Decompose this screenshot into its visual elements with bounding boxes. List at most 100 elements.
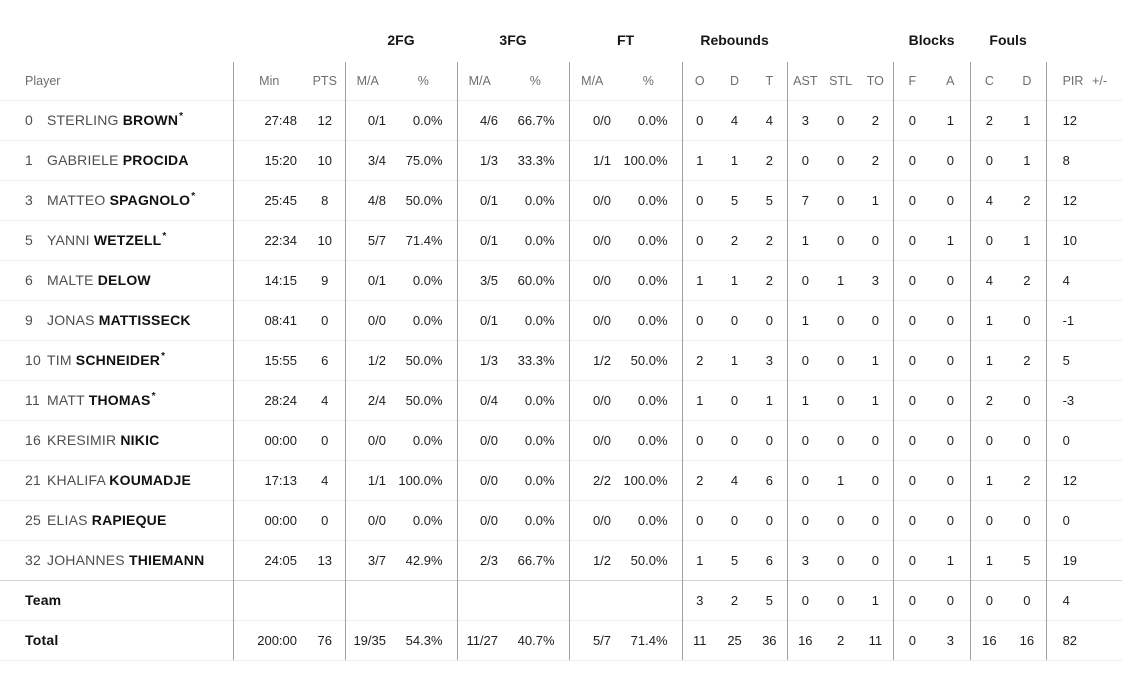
stat-2fg-pct	[390, 579, 458, 620]
stat-pir: 0	[1045, 499, 1093, 540]
col-foul-c: C	[969, 62, 1009, 100]
player-last-name: BROWN	[122, 112, 179, 128]
stat-blk-f: 0	[892, 339, 932, 380]
stat-foul-d: 2	[1008, 179, 1047, 220]
stat-ft-pct: 0.0%	[615, 99, 683, 140]
stat-blk-a: 0	[931, 139, 971, 180]
stat-plusminus	[1092, 539, 1122, 580]
stat-pts: 0	[305, 419, 345, 460]
stat-stl: 2	[823, 619, 859, 661]
stat-reb-t: 4	[752, 99, 788, 140]
stat-2fg-ma: 0/0	[344, 499, 390, 540]
stat-reb-d: 25	[717, 619, 753, 661]
stat-stl: 0	[823, 339, 859, 380]
stat-3fg-pct: 0.0%	[502, 179, 570, 220]
stat-pir: 4	[1045, 579, 1093, 620]
stat-stl: 0	[823, 499, 859, 540]
stat-blk-a: 0	[931, 339, 971, 380]
stat-2fg-ma: 0/1	[344, 99, 390, 140]
stat-plusminus	[1092, 259, 1122, 300]
table-row: 5 YANNI WETZELL* 22:34 10 5/7 71.4% 0/1 0.0% 0/0…	[0, 219, 1122, 260]
player-first-name: JONAS	[47, 312, 99, 328]
stat-3fg-pct: 66.7%	[502, 99, 570, 140]
stat-ft-ma	[568, 579, 616, 620]
stat-blk-f: 0	[892, 499, 932, 540]
group-blocks: Blocks	[908, 32, 955, 48]
stat-3fg-ma: 0/1	[456, 179, 503, 220]
stat-pts: 10	[305, 139, 345, 180]
stat-blk-f: 0	[892, 459, 932, 500]
stat-foul-c: 1	[969, 539, 1009, 580]
table-row: Team 3 2 5 0 0 1 0 0 0 0 4	[0, 579, 1122, 620]
col-2fg-pct: %	[417, 73, 429, 88]
stat-ft-ma: 5/7	[568, 619, 616, 661]
stat-stl: 0	[823, 139, 859, 180]
stat-ast: 3	[786, 539, 824, 580]
group-3fg: 3FG	[499, 32, 527, 48]
stat-reb-o: 1	[681, 379, 718, 420]
stat-2fg-pct: 75.0%	[390, 139, 458, 180]
stat-plusminus	[1092, 619, 1122, 661]
stat-ast: 16	[786, 619, 824, 661]
stat-blk-f: 0	[892, 99, 932, 140]
stat-pts: 6	[305, 339, 345, 380]
stat-stl: 0	[823, 219, 859, 260]
stat-2fg-ma	[344, 579, 390, 620]
stat-min: 22:34	[232, 219, 305, 260]
stat-to: 11	[858, 619, 894, 661]
stat-reb-o: 2	[681, 459, 718, 500]
stat-3fg-ma: 4/6	[456, 99, 503, 140]
stat-ast: 0	[786, 499, 824, 540]
stat-pts: 8	[305, 179, 345, 220]
stat-ft-pct: 100.0%	[615, 139, 683, 180]
stat-blk-a: 1	[931, 539, 971, 580]
stat-blk-f: 0	[892, 259, 932, 300]
stat-reb-d: 0	[717, 299, 753, 340]
stat-to: 3	[858, 259, 894, 300]
stat-ft-ma: 1/2	[568, 339, 616, 380]
player-last-name: NIKIC	[120, 432, 160, 448]
stat-blk-a: 3	[931, 619, 971, 661]
stat-plusminus	[1092, 299, 1122, 340]
group-2fg: 2FG	[387, 32, 415, 48]
player-last-name: WETZELL	[93, 232, 162, 248]
stat-to: 1	[858, 379, 894, 420]
stat-min: 08:41	[232, 299, 305, 340]
stat-foul-d: 16	[1008, 619, 1047, 661]
row-label: Team	[25, 592, 62, 608]
starter-mark: *	[151, 391, 156, 402]
stat-stl: 0	[823, 179, 859, 220]
stat-foul-d: 2	[1008, 459, 1047, 500]
stat-pir: 4	[1045, 259, 1093, 300]
col-ft-pct: %	[642, 73, 654, 88]
stat-min: 28:24	[232, 379, 305, 420]
stat-foul-c: 0	[969, 419, 1009, 460]
stat-ast: 0	[786, 259, 824, 300]
stat-ft-ma: 0/0	[568, 379, 616, 420]
table-row: 0 STERLING BROWN* 27:48 12 0/1 0.0% 4/6 66.7% 0/…	[0, 99, 1122, 140]
stat-pir: 8	[1045, 139, 1093, 180]
stat-min: 200:00	[232, 619, 305, 661]
player-last-name: SCHNEIDER	[75, 352, 161, 368]
stat-plusminus	[1092, 579, 1122, 620]
stat-min: 15:20	[232, 139, 305, 180]
stat-ft-pct: 0.0%	[615, 499, 683, 540]
player-cell: 21 KHALIFA KOUMADJE	[0, 459, 233, 500]
stat-pir: 12	[1045, 99, 1093, 140]
stat-to: 0	[858, 499, 894, 540]
player-last-name: PROCIDA	[122, 152, 189, 168]
stat-blk-a: 0	[931, 179, 971, 220]
stat-ast: 3	[786, 99, 824, 140]
stat-plusminus	[1092, 459, 1122, 500]
table-row: 9 JONAS MATTISSECK 08:41 0 0/0 0.0% 0/1 0.0% 0/0…	[0, 299, 1122, 340]
stat-stl: 1	[823, 259, 859, 300]
stat-pir: 0	[1045, 419, 1093, 460]
stat-stl: 0	[823, 379, 859, 420]
stat-plusminus	[1092, 379, 1122, 420]
stat-blk-a: 0	[931, 379, 971, 420]
stat-foul-d: 0	[1008, 419, 1047, 460]
player-cell: 16 KRESIMIR NIKIC	[0, 419, 233, 460]
stat-foul-d: 0	[1008, 379, 1047, 420]
stat-2fg-ma: 3/7	[344, 539, 390, 580]
jersey-number: 32	[25, 552, 41, 568]
